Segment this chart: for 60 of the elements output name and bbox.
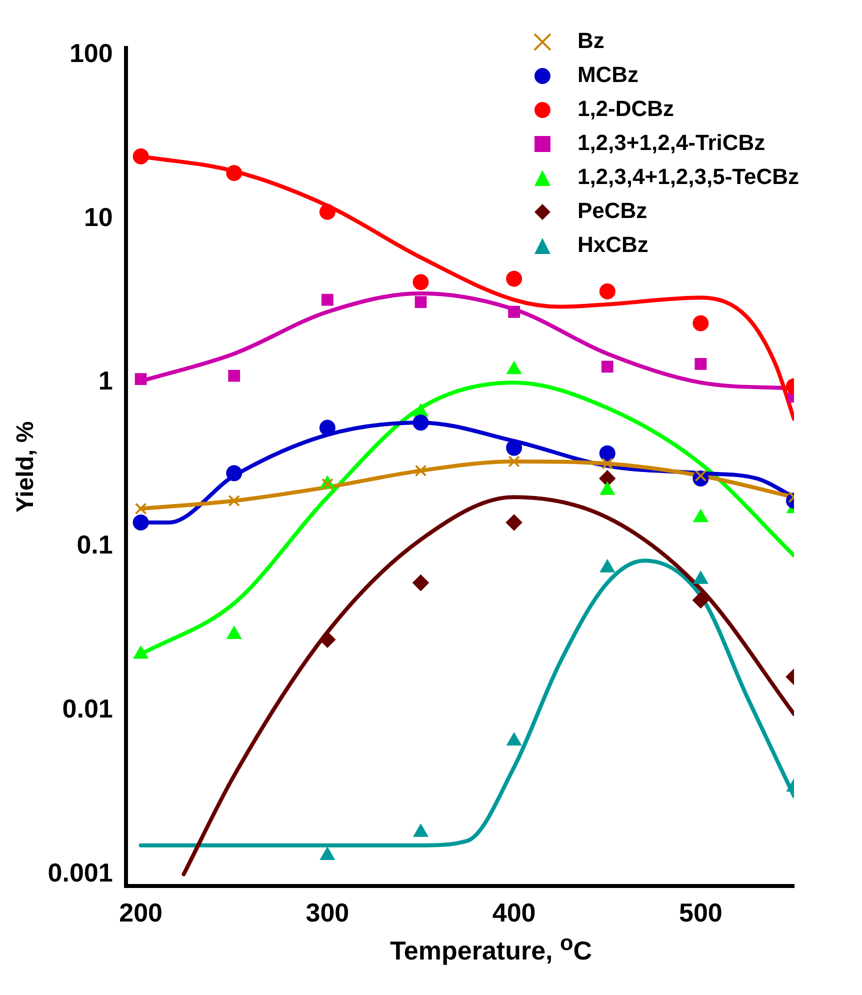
- point: [228, 370, 240, 382]
- point: [599, 470, 616, 486]
- point: [226, 164, 242, 181]
- y-tick-label: 0.001: [48, 857, 113, 888]
- point: [506, 440, 522, 456]
- point: [694, 571, 708, 584]
- point: [694, 510, 708, 522]
- point: [321, 294, 334, 306]
- legend-label: Bz: [577, 28, 604, 54]
- point: [600, 560, 614, 572]
- point: [601, 458, 614, 470]
- point: [506, 362, 522, 374]
- point: [599, 283, 616, 300]
- point: [694, 358, 707, 370]
- point: [414, 824, 428, 837]
- point: [692, 592, 709, 608]
- y-tick-label: 1: [98, 366, 113, 396]
- point: [412, 274, 429, 290]
- y-tick-label: 10: [84, 202, 113, 232]
- x-tick-label: 400: [492, 898, 536, 928]
- point: [227, 626, 242, 640]
- point: [319, 420, 336, 436]
- point: [134, 502, 147, 515]
- point: [132, 514, 149, 531]
- point: [508, 456, 520, 468]
- point: [412, 574, 429, 591]
- point: [132, 148, 149, 164]
- y-tick-label: 0.01: [62, 694, 113, 724]
- y-tick-label: 100: [69, 38, 113, 68]
- legend-label: MCBz: [577, 62, 639, 88]
- y-axis-title: Yield, %: [12, 421, 40, 512]
- point: [508, 306, 520, 318]
- point: [600, 482, 614, 495]
- point: [319, 632, 336, 648]
- x-tick-label: 200: [119, 898, 162, 928]
- line-series: [182, 495, 794, 876]
- point: [319, 204, 336, 220]
- point: [226, 465, 242, 482]
- point: [506, 733, 522, 746]
- x-tick-label: 500: [678, 898, 722, 928]
- point: [692, 315, 709, 332]
- point: [134, 646, 148, 659]
- point: [228, 494, 240, 507]
- point: [414, 464, 427, 477]
- y-tick-label: 0.1: [76, 530, 113, 560]
- point: [134, 373, 147, 386]
- x-tick-label: 300: [306, 898, 350, 928]
- legend-label: 1,2,3+1,2,4-TriCBz: [577, 130, 766, 156]
- point: [412, 414, 429, 431]
- point: [320, 848, 334, 860]
- legend-label: 1,2-DCBz: [577, 96, 674, 122]
- legend-label: 1,2,3,4+1,2,3,5-TeCBz: [577, 164, 799, 190]
- legend-label: HxCBz: [577, 232, 648, 258]
- legend-label: PeCBz: [577, 198, 648, 224]
- point: [506, 270, 522, 287]
- point: [599, 445, 616, 462]
- point: [506, 514, 522, 531]
- point: [601, 360, 614, 373]
- point: [414, 296, 427, 308]
- x-axis-title: Temperature, $^{o}$C: [388, 930, 594, 967]
